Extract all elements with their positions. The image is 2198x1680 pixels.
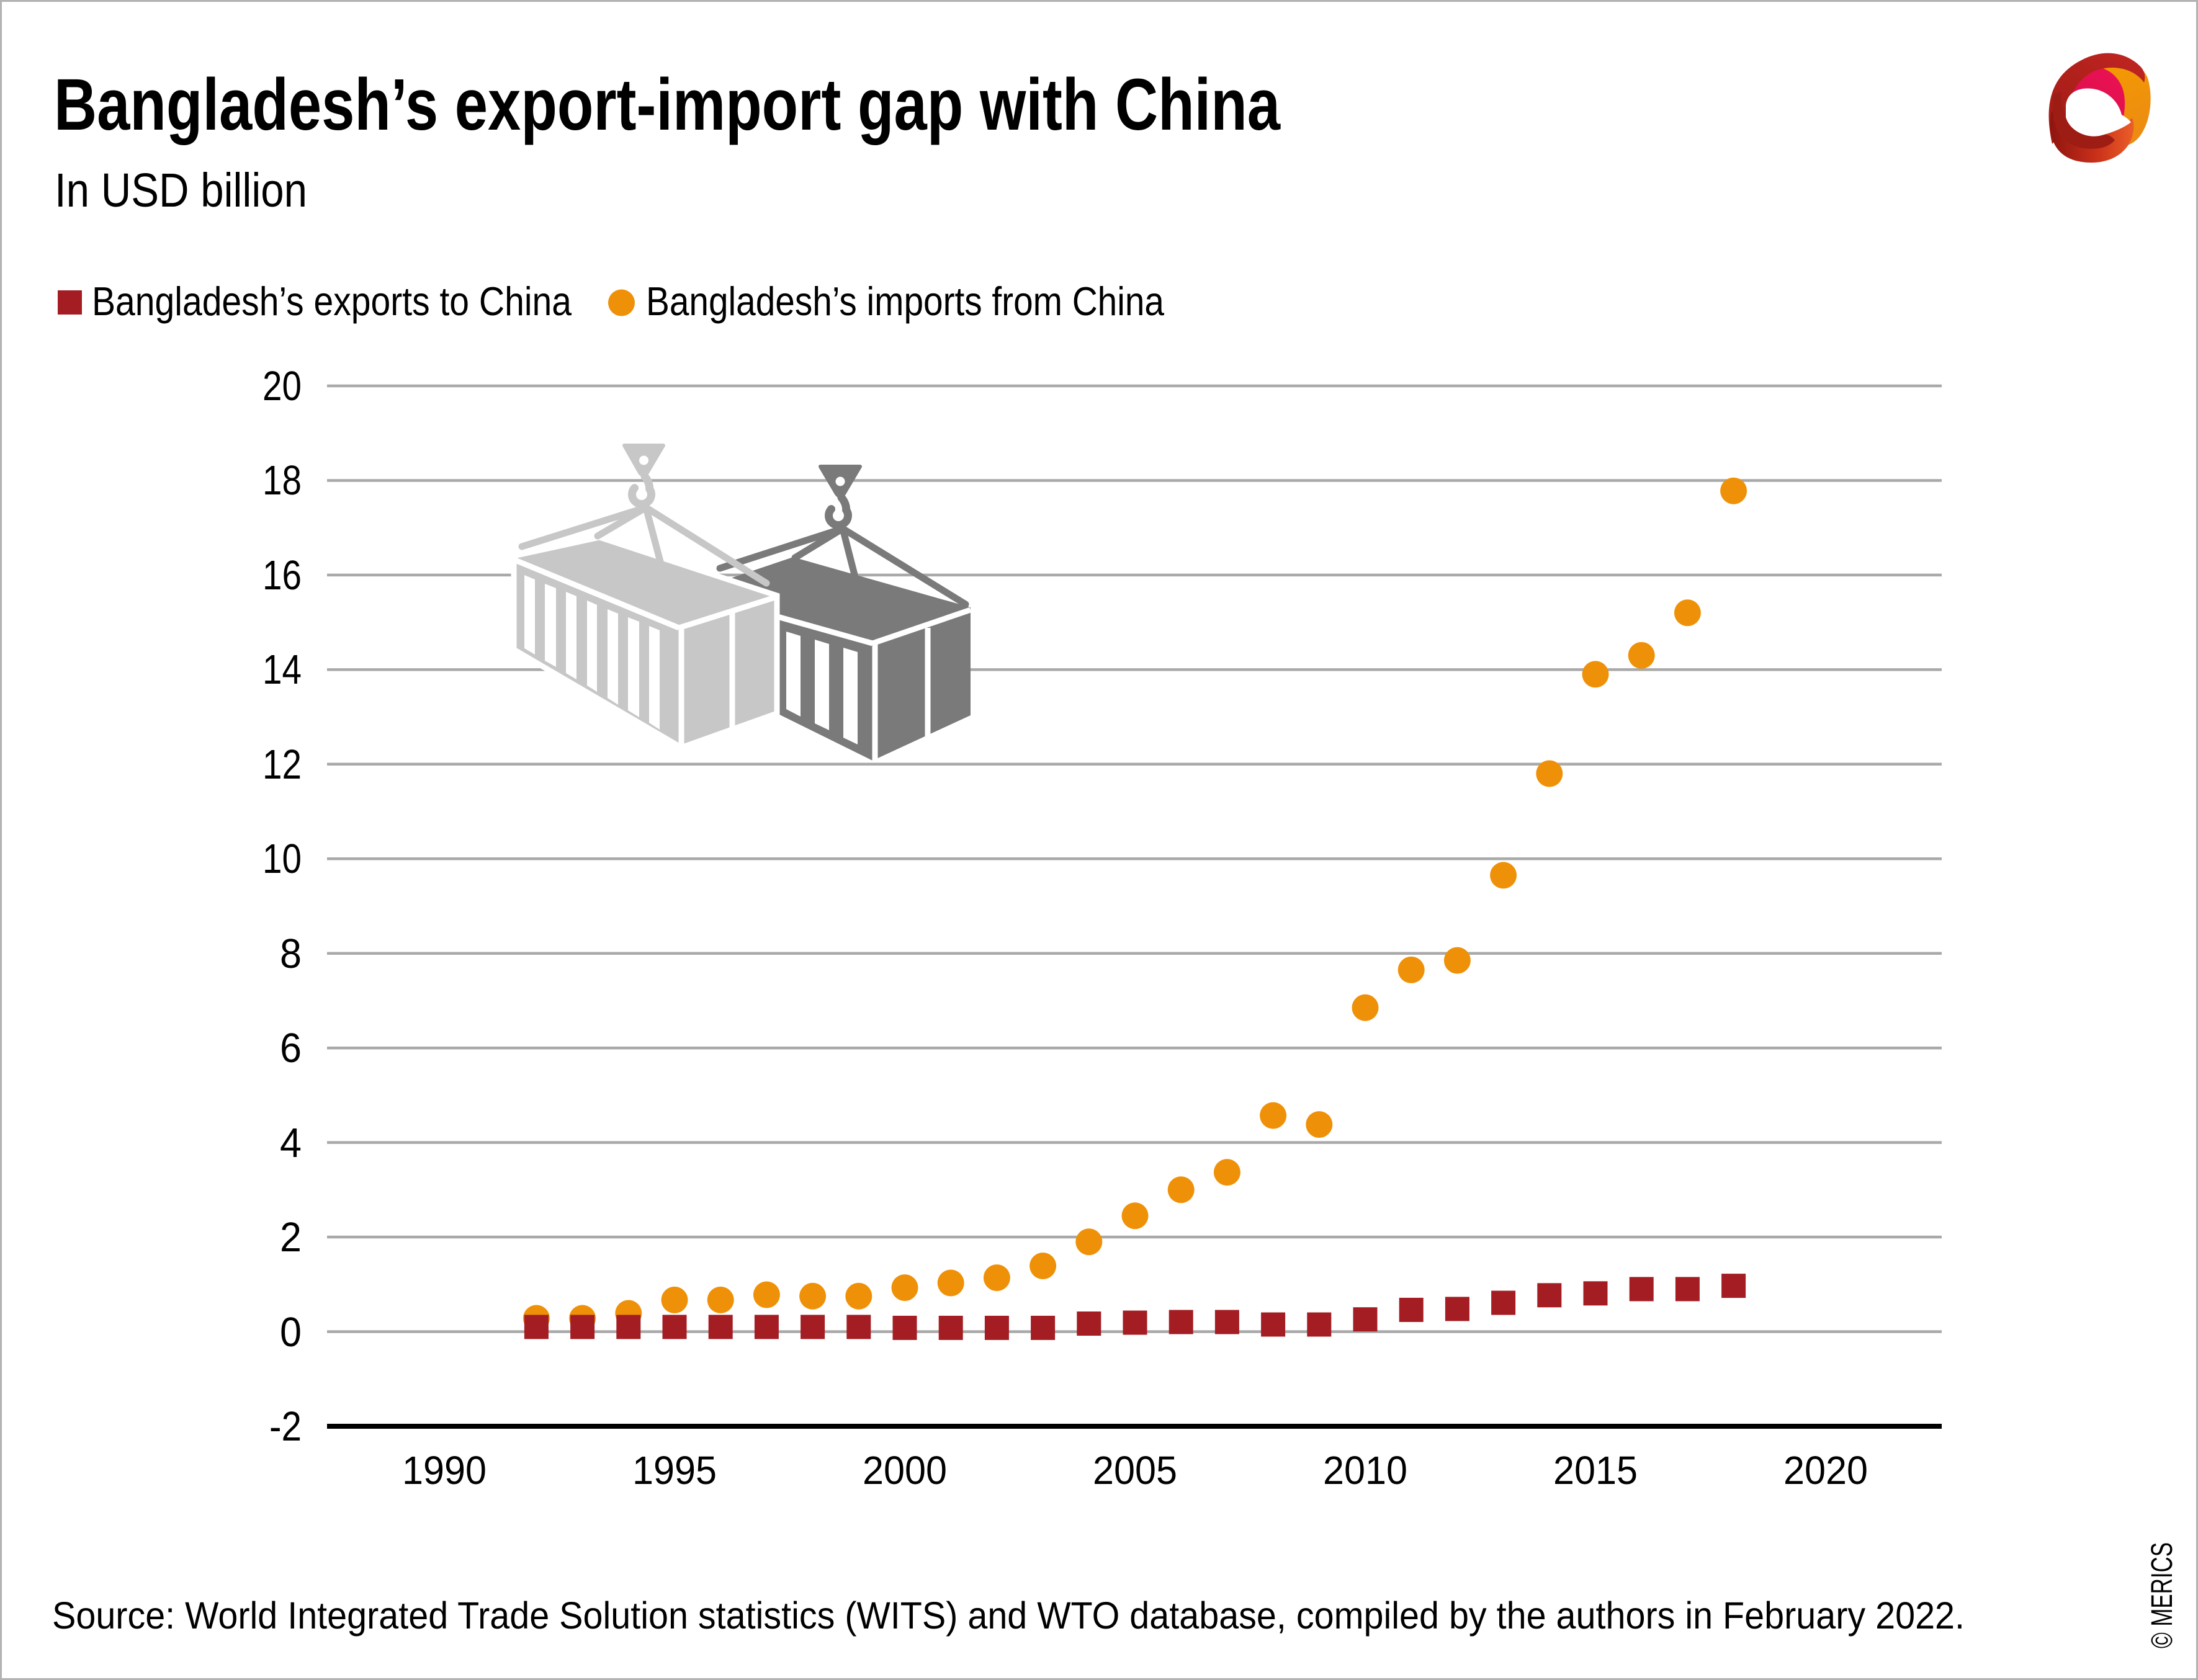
svg-text:1990: 1990 bbox=[402, 1448, 487, 1493]
svg-text:© MERICS: © MERICS bbox=[2146, 1542, 2179, 1648]
svg-text:2: 2 bbox=[280, 1214, 302, 1261]
svg-text:Source: World Integrated Trade: Source: World Integrated Trade Solution … bbox=[52, 1594, 1965, 1637]
svg-text:0: 0 bbox=[280, 1309, 302, 1356]
svg-text:Bangladesh’s exports to China: Bangladesh’s exports to China bbox=[92, 279, 572, 324]
svg-text:2000: 2000 bbox=[863, 1448, 947, 1493]
svg-text:-2: -2 bbox=[269, 1403, 302, 1450]
svg-text:In USD billion: In USD billion bbox=[55, 164, 307, 217]
svg-text:2015: 2015 bbox=[1553, 1448, 1638, 1493]
svg-text:6: 6 bbox=[280, 1025, 302, 1071]
svg-text:1995: 1995 bbox=[632, 1448, 717, 1493]
svg-text:14: 14 bbox=[262, 646, 302, 693]
svg-text:2020: 2020 bbox=[1783, 1448, 1868, 1493]
svg-text:12: 12 bbox=[262, 741, 302, 788]
svg-text:Bangladesh’s export-import gap: Bangladesh’s export-import gap with Chin… bbox=[54, 64, 1281, 146]
svg-text:8: 8 bbox=[280, 931, 302, 977]
svg-text:16: 16 bbox=[262, 552, 302, 599]
svg-text:4: 4 bbox=[280, 1120, 302, 1166]
svg-text:2010: 2010 bbox=[1323, 1448, 1407, 1493]
svg-text:20: 20 bbox=[262, 363, 302, 409]
svg-text:2005: 2005 bbox=[1093, 1448, 1177, 1493]
svg-text:10: 10 bbox=[262, 836, 302, 882]
svg-text:18: 18 bbox=[262, 457, 302, 504]
svg-text:Bangladesh’s imports from Chin: Bangladesh’s imports from China bbox=[646, 279, 1165, 324]
